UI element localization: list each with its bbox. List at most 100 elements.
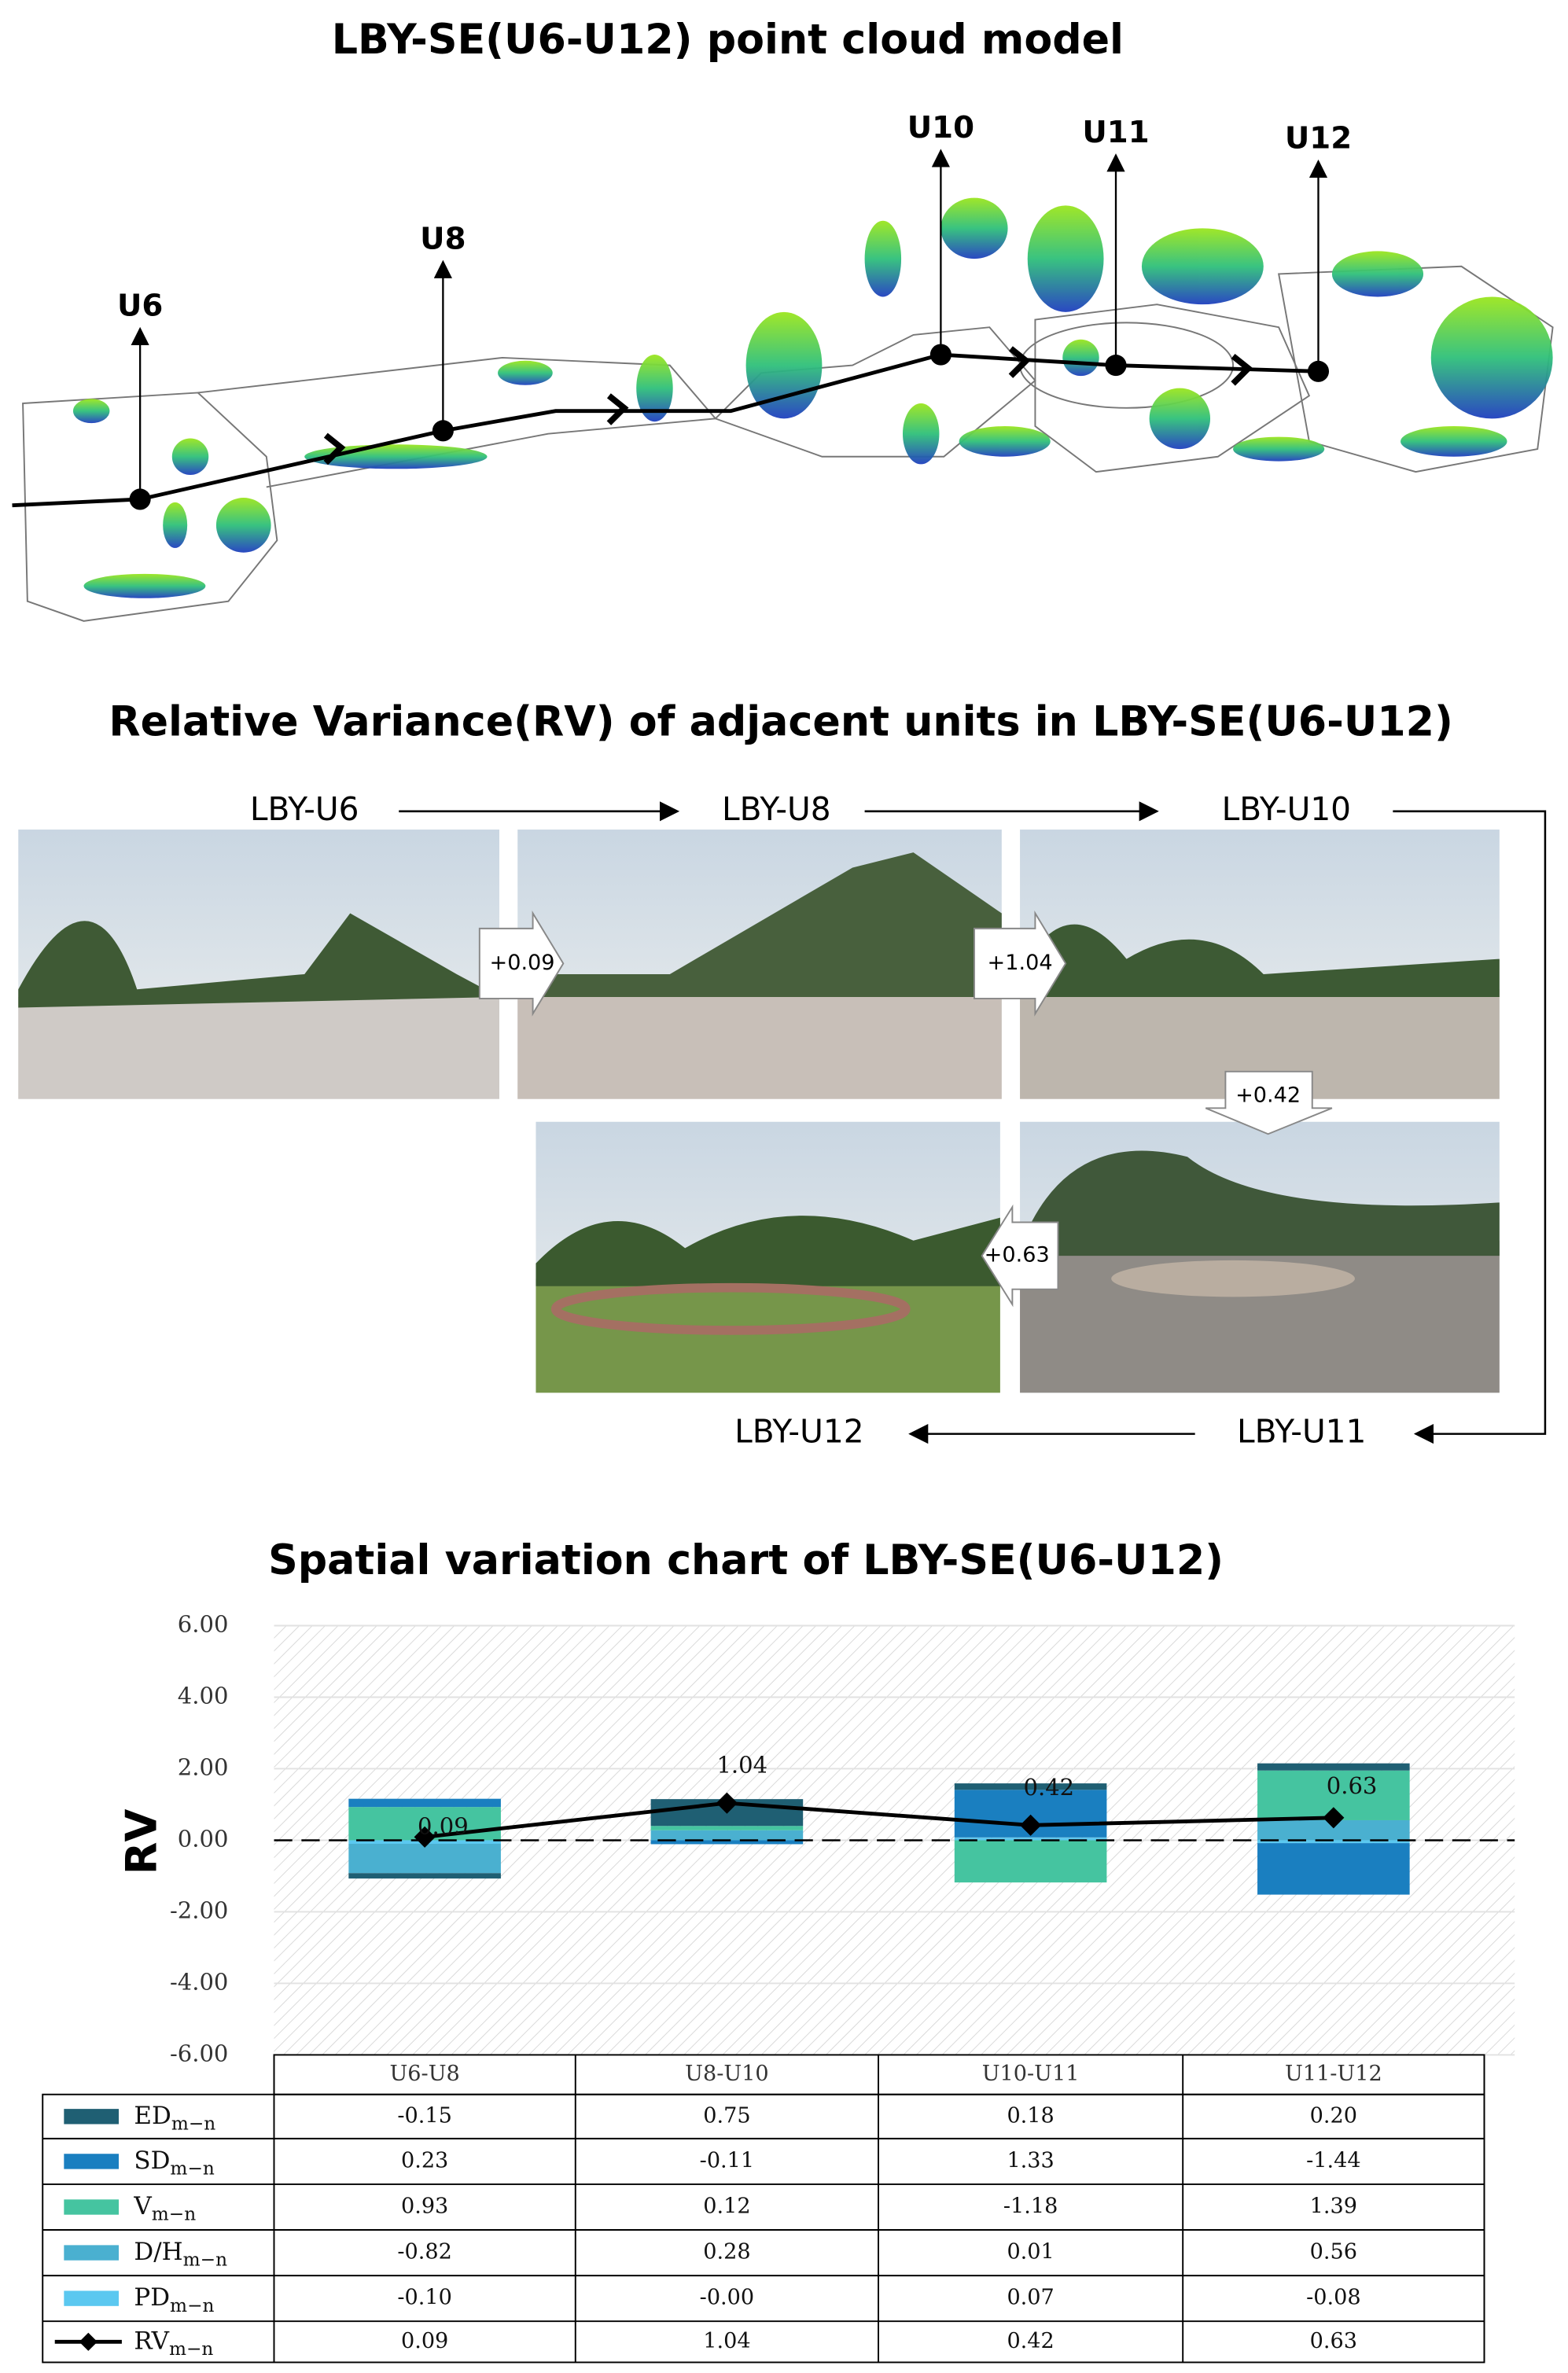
route-chevrons	[323, 346, 1253, 465]
data-label: 0.63	[1327, 1772, 1378, 1799]
y-tick-label: 0.00	[178, 1825, 229, 1852]
unit-label: U10	[907, 110, 974, 145]
table-value: -1.18	[1003, 2194, 1058, 2218]
x-tick-label: U10-U11	[982, 2062, 1080, 2086]
table-value: 0.75	[703, 2103, 750, 2128]
table-value: 0.20	[1310, 2103, 1357, 2128]
unit-label: U8	[420, 221, 466, 256]
legend-subscript: m−n	[171, 2113, 215, 2134]
data-label: 1.04	[716, 1752, 767, 1779]
legend-name: SD	[134, 2146, 170, 2174]
x-tick-label: U6-U8	[389, 2062, 459, 2086]
bar-segment	[1257, 1763, 1410, 1771]
bar-segment	[1257, 1843, 1410, 1895]
table-value: 0.56	[1310, 2240, 1357, 2264]
table-value: 0.01	[1007, 2240, 1054, 2264]
bar-segment	[1257, 1840, 1410, 1844]
table-value: 0.93	[401, 2194, 448, 2218]
legend-swatch	[79, 2332, 98, 2351]
bar-segment	[348, 1798, 501, 1808]
y-tick-label: 6.00	[178, 1610, 229, 1637]
unit-photo-label: LBY-U10	[1222, 790, 1351, 828]
photo-labels: LBY-U6 LBY-U8 LBY-U10 LBY-U11 LBY-U12 +0.09 +1…	[250, 790, 1366, 1451]
x-tick-label: U8-U10	[685, 2062, 769, 2086]
unit-label: U6	[117, 289, 163, 324]
unit-point	[1307, 360, 1330, 382]
unit-photo-label: LBY-U8	[722, 790, 831, 828]
bar-segment	[954, 1783, 1107, 1790]
table-value: -1.44	[1306, 2148, 1360, 2172]
legend-label: EDm−n	[134, 2101, 215, 2134]
x-tick-label: U11-U12	[1285, 2062, 1382, 2086]
legend-subscript: m−n	[170, 2294, 214, 2316]
data-label: 0.42	[1024, 1774, 1075, 1801]
bar-segment	[348, 1843, 501, 1874]
unit-label: U11	[1082, 115, 1149, 150]
unit-markers: U6 U8 U10 U11 U12	[117, 110, 1352, 510]
data-label: 0.09	[418, 1813, 469, 1840]
table-value: 1.33	[1007, 2148, 1054, 2172]
table-value: -0.82	[397, 2240, 451, 2264]
unit-point	[929, 344, 951, 366]
legend-subscript: m−n	[170, 2158, 214, 2179]
table-value: 0.63	[1310, 2329, 1357, 2353]
legend-label: PDm−n	[134, 2283, 214, 2316]
unit-flow-arrows	[399, 801, 1547, 1444]
legend-name: PD	[134, 2283, 170, 2312]
photos	[18, 830, 1500, 1393]
unit-photo-label: LBY-U6	[250, 790, 359, 828]
y-tick-label: -4.00	[170, 1968, 228, 1995]
bar-segment	[954, 1838, 1107, 1841]
legend-name: V	[133, 2191, 152, 2220]
table-value: -0.00	[700, 2286, 754, 2310]
unit-point	[432, 420, 454, 442]
y-tick-label: 2.00	[178, 1753, 229, 1780]
table-value: 0.12	[703, 2194, 750, 2218]
change-label: +0.42	[1235, 1083, 1301, 1107]
bar-segment	[650, 1830, 804, 1841]
photo-panel-title: Relative Variance(RV) of adjacent units …	[109, 697, 1453, 745]
legend-subscript: m−n	[183, 2249, 227, 2270]
legend-label: RVm−n	[134, 2327, 213, 2360]
legend-label: SDm−n	[134, 2146, 215, 2179]
change-arrows	[478, 911, 1333, 1308]
table-frame	[42, 2093, 1485, 2364]
legend-swatch	[64, 2154, 120, 2169]
bar-segment	[650, 1840, 804, 1845]
unit-photo-label: LBY-U12	[734, 1413, 863, 1451]
legend-subscript: m−n	[169, 2338, 213, 2359]
y-axis-label: RV	[117, 1808, 167, 1874]
table-value: -0.08	[1306, 2286, 1360, 2310]
legend-swatch	[64, 2109, 120, 2125]
y-tick-label: 4.00	[178, 1682, 229, 1709]
table-value: -0.11	[700, 2148, 754, 2172]
chart: 6.00 4.00 2.00 0.00 -2.00 -4.00 -6.00 0.09 1.04 0…	[42, 1610, 1515, 2364]
chart-title: Spatial variation chart of LBY-SE(U6-U12…	[268, 1536, 1224, 1584]
bar-segment	[650, 1826, 804, 1830]
table-value: 0.28	[703, 2240, 750, 2264]
legend-subscript: m−n	[152, 2203, 196, 2224]
rv-marker	[414, 1826, 436, 1848]
change-label: +1.04	[988, 951, 1053, 975]
legend-label: Vm−n	[133, 2191, 196, 2224]
bar-segment	[954, 1840, 1107, 1883]
legend-swatch	[64, 2199, 120, 2215]
rv-line	[424, 1801, 1334, 1839]
table-value: 0.09	[401, 2329, 448, 2353]
unit-point	[1105, 355, 1127, 377]
table-value: 1.39	[1310, 2194, 1357, 2218]
legend-label: D/Hm−n	[134, 2238, 227, 2271]
table-value: 0.42	[1007, 2329, 1054, 2353]
route-line	[12, 352, 1319, 508]
legend-name: D/H	[134, 2238, 182, 2266]
rv-marker	[716, 1792, 738, 1814]
point-cloud-title: LBY-SE(U6-U12) point cloud model	[332, 16, 1124, 64]
legend-name: RV	[134, 2327, 169, 2355]
change-label: +0.63	[985, 1243, 1050, 1267]
table-value: 0.18	[1007, 2103, 1054, 2128]
bar-segment	[348, 1873, 501, 1879]
unit-label: U12	[1285, 121, 1352, 156]
y-tick-label: -2.00	[170, 1897, 228, 1923]
